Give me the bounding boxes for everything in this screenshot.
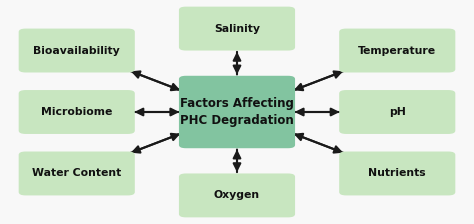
FancyBboxPatch shape	[339, 29, 456, 73]
FancyBboxPatch shape	[18, 29, 135, 73]
FancyArrowPatch shape	[296, 71, 343, 90]
Text: Bioavailability: Bioavailability	[33, 45, 120, 56]
FancyArrowPatch shape	[131, 134, 178, 153]
Text: Water Content: Water Content	[32, 168, 121, 179]
Text: Factors Affecting
PHC Degradation: Factors Affecting PHC Degradation	[180, 97, 294, 127]
FancyArrowPatch shape	[234, 52, 240, 72]
FancyArrowPatch shape	[234, 149, 240, 170]
Text: Nutrients: Nutrients	[368, 168, 426, 179]
Text: Microbiome: Microbiome	[41, 107, 112, 117]
Text: Salinity: Salinity	[214, 24, 260, 34]
FancyArrowPatch shape	[131, 71, 178, 90]
FancyBboxPatch shape	[339, 90, 456, 134]
FancyArrowPatch shape	[297, 109, 340, 115]
FancyBboxPatch shape	[339, 151, 456, 195]
FancyBboxPatch shape	[18, 90, 135, 134]
FancyArrowPatch shape	[133, 71, 181, 90]
FancyArrowPatch shape	[137, 109, 179, 115]
Text: Oxygen: Oxygen	[214, 190, 260, 200]
FancyArrowPatch shape	[134, 109, 177, 115]
FancyArrowPatch shape	[234, 152, 240, 172]
FancyArrowPatch shape	[293, 134, 341, 153]
FancyBboxPatch shape	[179, 173, 295, 217]
FancyArrowPatch shape	[295, 109, 337, 115]
FancyBboxPatch shape	[18, 151, 135, 195]
Text: Temperature: Temperature	[358, 45, 437, 56]
FancyArrowPatch shape	[296, 134, 343, 153]
FancyArrowPatch shape	[234, 54, 240, 75]
FancyArrowPatch shape	[293, 71, 341, 90]
FancyArrowPatch shape	[133, 134, 181, 153]
FancyBboxPatch shape	[179, 76, 295, 148]
Text: pH: pH	[389, 107, 406, 117]
FancyBboxPatch shape	[179, 7, 295, 51]
